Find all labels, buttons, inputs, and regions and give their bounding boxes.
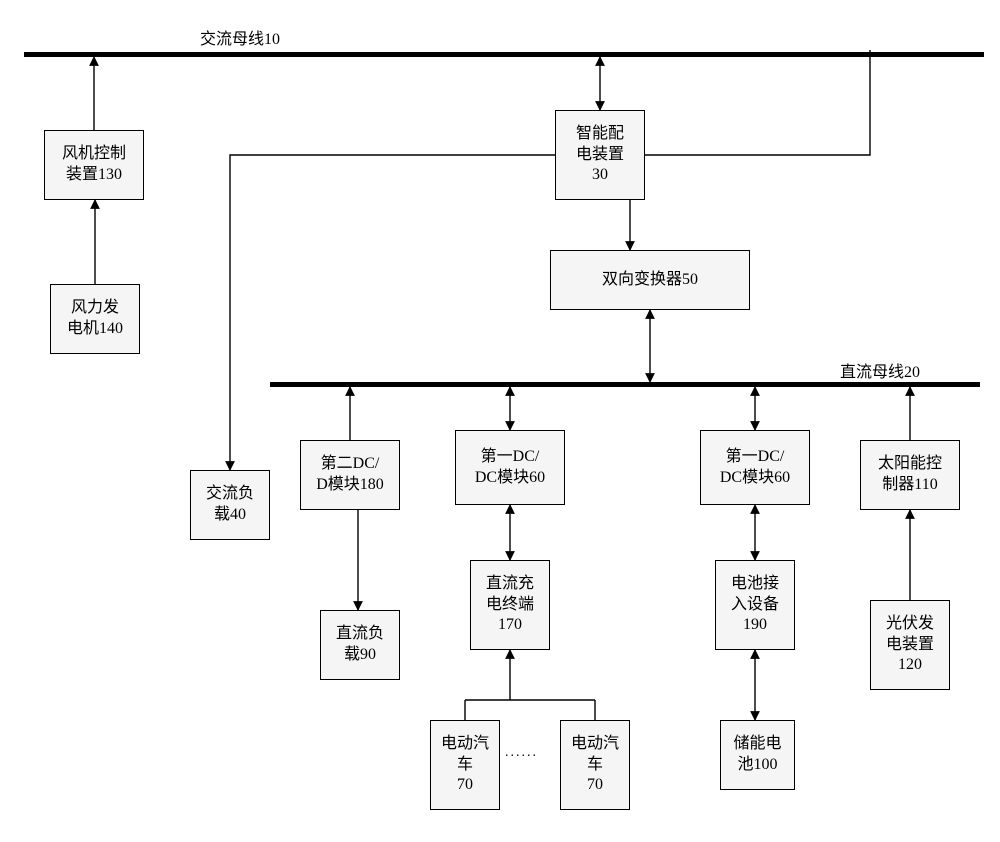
node-ac-load-40: 交流负载40 <box>190 470 270 540</box>
node-dc-charging-terminal-170: 直流充电终端170 <box>470 560 550 650</box>
node-solar-controller-110: 太阳能控制器110 <box>860 440 960 510</box>
node-second-dcdc-180: 第二DC/D模块180 <box>300 440 400 510</box>
node-bidirectional-converter-50: 双向变换器50 <box>550 250 750 310</box>
ac-bus-label: 交流母线10 <box>200 25 280 49</box>
dc-bus-bar <box>270 382 980 387</box>
node-first-dcdc-60-b: 第一DC/DC模块60 <box>700 430 810 505</box>
node-wind-generator-140: 风力发电机140 <box>50 284 140 354</box>
node-ev-70-a: 电动汽车70 <box>430 720 500 810</box>
node-dc-load-90: 直流负载90 <box>320 610 400 680</box>
connector-layer <box>0 0 1000 842</box>
ac-bus-bar <box>24 52 984 57</box>
node-ev-70-b: 电动汽车70 <box>560 720 630 810</box>
node-fan-controller-130: 风机控制装置130 <box>44 130 144 200</box>
node-battery-access-190: 电池接入设备190 <box>715 560 795 650</box>
dc-bus-label: 直流母线20 <box>840 358 920 382</box>
node-storage-battery-100: 储能电池100 <box>720 720 795 790</box>
node-pv-generator-120: 光伏发电装置120 <box>870 600 950 690</box>
node-smart-distribution-30: 智能配电装置30 <box>555 110 645 200</box>
node-first-dcdc-60-a: 第一DC/DC模块60 <box>455 430 565 505</box>
ellipsis: ...... <box>505 745 538 761</box>
